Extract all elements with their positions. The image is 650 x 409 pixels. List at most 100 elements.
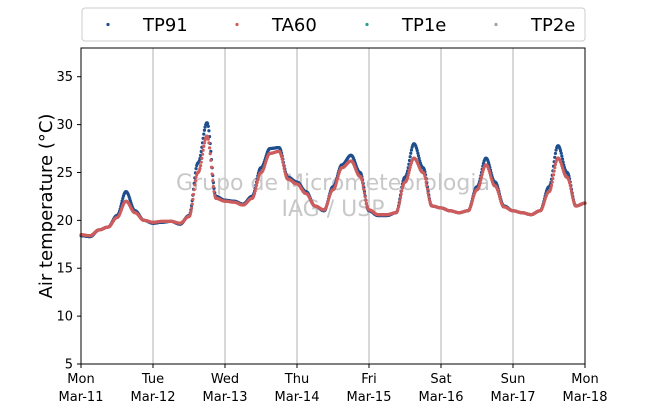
data-point [423,174,427,178]
data-point [409,151,413,155]
data-point [206,124,210,128]
data-point [193,179,198,183]
data-point [189,210,193,214]
data-point [549,186,553,190]
data-point [198,166,202,171]
data-point [194,167,198,171]
data-point [194,175,198,179]
y-tick-label: 20 [56,214,73,229]
legend-label: TA60 [271,15,317,36]
y-tick-label: 10 [56,310,73,325]
legend-marker [235,22,239,27]
data-point [415,148,419,153]
grid-lines [152,48,514,364]
data-point [360,178,364,182]
data-point [364,201,369,206]
data-point [479,175,484,179]
data-point [209,165,214,169]
data-point [361,184,365,188]
x-tick-date: Mar-18 [563,390,608,405]
data-point [209,158,213,162]
data-point [569,190,574,194]
x-tick-date: Mar-15 [347,390,392,405]
x-tick-day: Mon [571,372,598,387]
data-point [362,191,367,195]
data-point [199,160,203,164]
data-point [253,189,257,193]
data-point [553,151,558,156]
x-tick-day: Sat [430,372,451,387]
data-point [335,179,339,183]
data-point [407,171,411,175]
data-point [399,192,403,196]
data-point [254,186,258,190]
data-point [190,202,194,206]
data-point [554,148,558,152]
y-axis: 5 10 15 20 25 30 35 [56,70,81,373]
data-point [283,169,287,173]
data-point [206,137,210,141]
data-point [567,181,572,185]
data-point [203,125,207,129]
data-point [559,151,563,155]
data-point [396,205,401,209]
legend-marker [365,22,369,27]
data-point [200,156,204,160]
legend-label: TP91 [142,15,188,36]
data-point [255,180,259,185]
data-point [282,166,286,170]
x-tick-day: Sun [501,372,526,387]
data-points [79,121,587,239]
x-tick-date: Mar-11 [59,390,104,405]
data-point [417,156,421,160]
data-point [254,183,259,188]
data-point [256,178,260,182]
data-point [400,186,405,190]
data-point [479,178,483,182]
data-point [191,197,195,202]
data-point [551,173,556,177]
data-point [281,160,285,164]
data-point [569,186,573,191]
data-point [568,183,572,188]
data-point [202,141,207,145]
data-point [553,155,557,159]
data-point [400,189,404,193]
data-point [423,177,428,181]
data-point [211,179,215,183]
data-point [398,195,403,199]
plot-frame [80,47,586,365]
data-point [549,183,554,187]
legend-label: TP1e [401,15,446,36]
data-point [427,194,431,199]
y-tick-label: 35 [56,70,73,85]
data-point [407,168,412,172]
legend-marker [106,22,110,27]
data-point [570,193,574,197]
x-tick-date: Mar-17 [491,390,536,405]
data-point [406,173,410,177]
legend-marker [494,22,498,27]
x-tick-date: Mar-12 [131,390,176,405]
data-point [335,177,340,181]
data-point [211,185,216,189]
data-point [398,199,402,203]
x-tick-day: Thu [284,372,309,387]
data-point [560,154,564,158]
data-point [202,128,207,132]
data-point [363,195,367,199]
data-point [416,154,421,158]
legend-frame [81,7,586,42]
legend-label: TP2e [530,15,575,36]
watermark-line-1: Grupo de Micrometeorologia [176,171,490,196]
data-point [407,158,412,163]
data-point [201,148,205,152]
data-point [120,199,124,203]
data-point [426,191,430,195]
x-axis: Mon Mar-11 Tue Mar-12 Wed Mar-13 Thu Mar-14 Fri M… [59,364,608,405]
data-point [560,157,565,161]
data-point [364,198,368,202]
x-tick-day: Tue [141,372,164,387]
data-point [558,149,563,153]
